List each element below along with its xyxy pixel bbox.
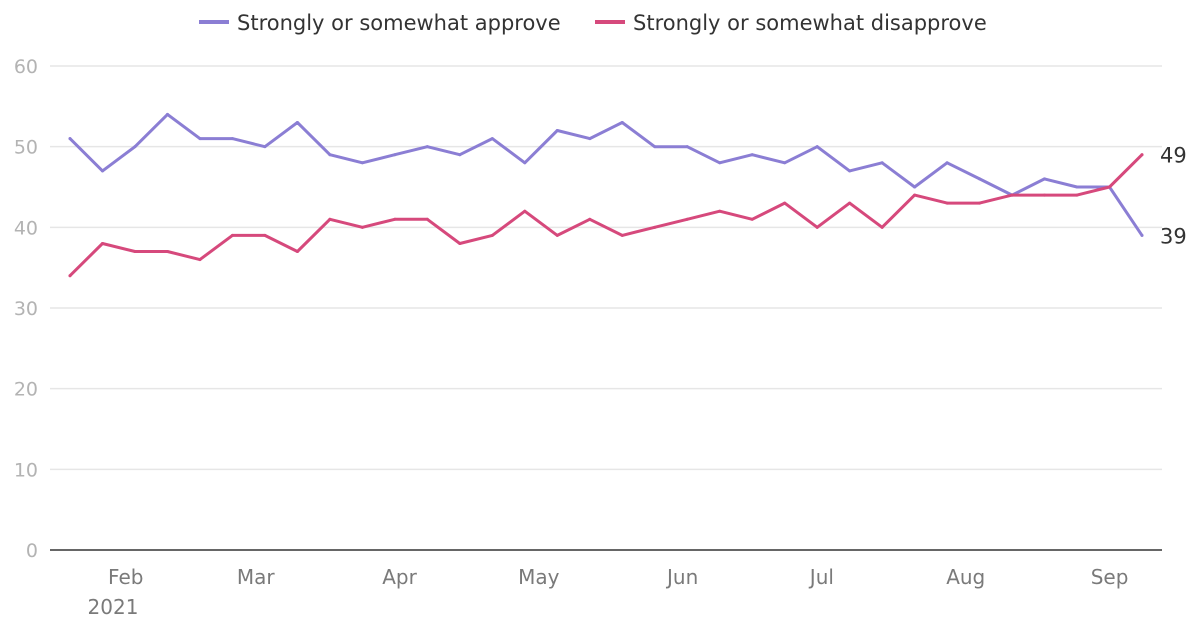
data-point — [620, 120, 624, 124]
data-point — [978, 201, 982, 205]
data-point — [1075, 185, 1079, 189]
data-point — [555, 129, 559, 133]
data-point — [458, 241, 462, 245]
data-point — [263, 233, 267, 237]
data-point — [198, 137, 202, 141]
series-line-approve — [68, 112, 1144, 237]
data-point — [68, 137, 72, 141]
data-point — [620, 233, 624, 237]
data-point — [360, 161, 364, 165]
data-point — [978, 177, 982, 181]
data-point — [165, 112, 169, 116]
data-point — [685, 145, 689, 149]
data-point — [328, 153, 332, 157]
data-point — [295, 250, 299, 254]
data-point — [425, 145, 429, 149]
y-tick-label: 0 — [26, 540, 38, 562]
data-point — [523, 161, 527, 165]
data-point — [880, 225, 884, 229]
data-point — [588, 217, 592, 221]
data-point — [198, 258, 202, 262]
x-tick-label: Jun — [665, 565, 698, 589]
data-point — [750, 153, 754, 157]
data-point — [68, 274, 72, 278]
x-tick-label: May — [518, 565, 560, 589]
data-point — [490, 233, 494, 237]
data-point — [1140, 153, 1144, 157]
data-point — [848, 169, 852, 173]
data-point — [945, 201, 949, 205]
data-point — [263, 145, 267, 149]
data-point — [1108, 185, 1112, 189]
data-point — [1043, 193, 1047, 197]
data-point — [750, 217, 754, 221]
end-labels: 39 49 — [1160, 144, 1187, 249]
gridlines — [50, 65, 1162, 471]
data-point — [913, 193, 917, 197]
x-tick-label: Apr — [382, 565, 417, 589]
data-point — [1010, 193, 1014, 197]
data-point — [133, 145, 137, 149]
data-point — [393, 153, 397, 157]
x-axis-ticks: Feb Mar Apr May Jun Jul Aug Sep — [108, 565, 1128, 589]
data-point — [1140, 233, 1144, 237]
data-point — [588, 137, 592, 141]
data-point — [100, 241, 104, 245]
data-point — [555, 233, 559, 237]
data-point — [230, 233, 234, 237]
data-point — [783, 161, 787, 165]
end-label-disapprove: 49 — [1160, 144, 1187, 168]
data-point — [523, 209, 527, 213]
y-tick-label: 40 — [14, 217, 38, 239]
data-point — [295, 120, 299, 124]
data-point — [913, 185, 917, 189]
series-lines — [68, 112, 1144, 278]
y-tick-label: 30 — [14, 298, 38, 320]
y-axis-ticks: 0 10 20 30 40 50 60 — [14, 56, 38, 562]
x-tick-label: Jul — [808, 565, 834, 589]
data-point — [490, 137, 494, 141]
y-tick-label: 20 — [14, 379, 38, 401]
data-point — [945, 161, 949, 165]
x-tick-label: Feb — [108, 565, 143, 589]
x-tick-label: Aug — [946, 565, 985, 589]
legend: Strongly or somewhat approve Strongly or… — [199, 11, 987, 35]
data-point — [848, 201, 852, 205]
data-point — [653, 145, 657, 149]
x-tick-label: Sep — [1091, 565, 1129, 589]
y-tick-label: 60 — [14, 56, 38, 78]
data-point — [165, 250, 169, 254]
legend-label-approve: Strongly or somewhat approve — [237, 11, 561, 35]
data-point — [360, 225, 364, 229]
data-point — [230, 137, 234, 141]
data-point — [653, 225, 657, 229]
x-axis-year-label: 2021 — [88, 595, 139, 617]
data-point — [815, 225, 819, 229]
data-point — [718, 209, 722, 213]
x-tick-label: Mar — [237, 565, 276, 589]
data-point — [328, 217, 332, 221]
data-point — [815, 145, 819, 149]
data-point — [100, 169, 104, 173]
data-point — [425, 217, 429, 221]
data-point — [783, 201, 787, 205]
legend-label-disapprove: Strongly or somewhat disapprove — [633, 11, 987, 35]
data-point — [880, 161, 884, 165]
series-line-disapprove — [68, 153, 1144, 278]
data-point — [1043, 177, 1047, 181]
data-point — [1075, 193, 1079, 197]
data-point — [133, 250, 137, 254]
end-label-approve: 39 — [1160, 224, 1187, 248]
y-tick-label: 50 — [14, 137, 38, 159]
data-point — [393, 217, 397, 221]
data-point — [718, 161, 722, 165]
y-tick-label: 10 — [14, 459, 38, 481]
data-point — [458, 153, 462, 157]
data-point — [685, 217, 689, 221]
